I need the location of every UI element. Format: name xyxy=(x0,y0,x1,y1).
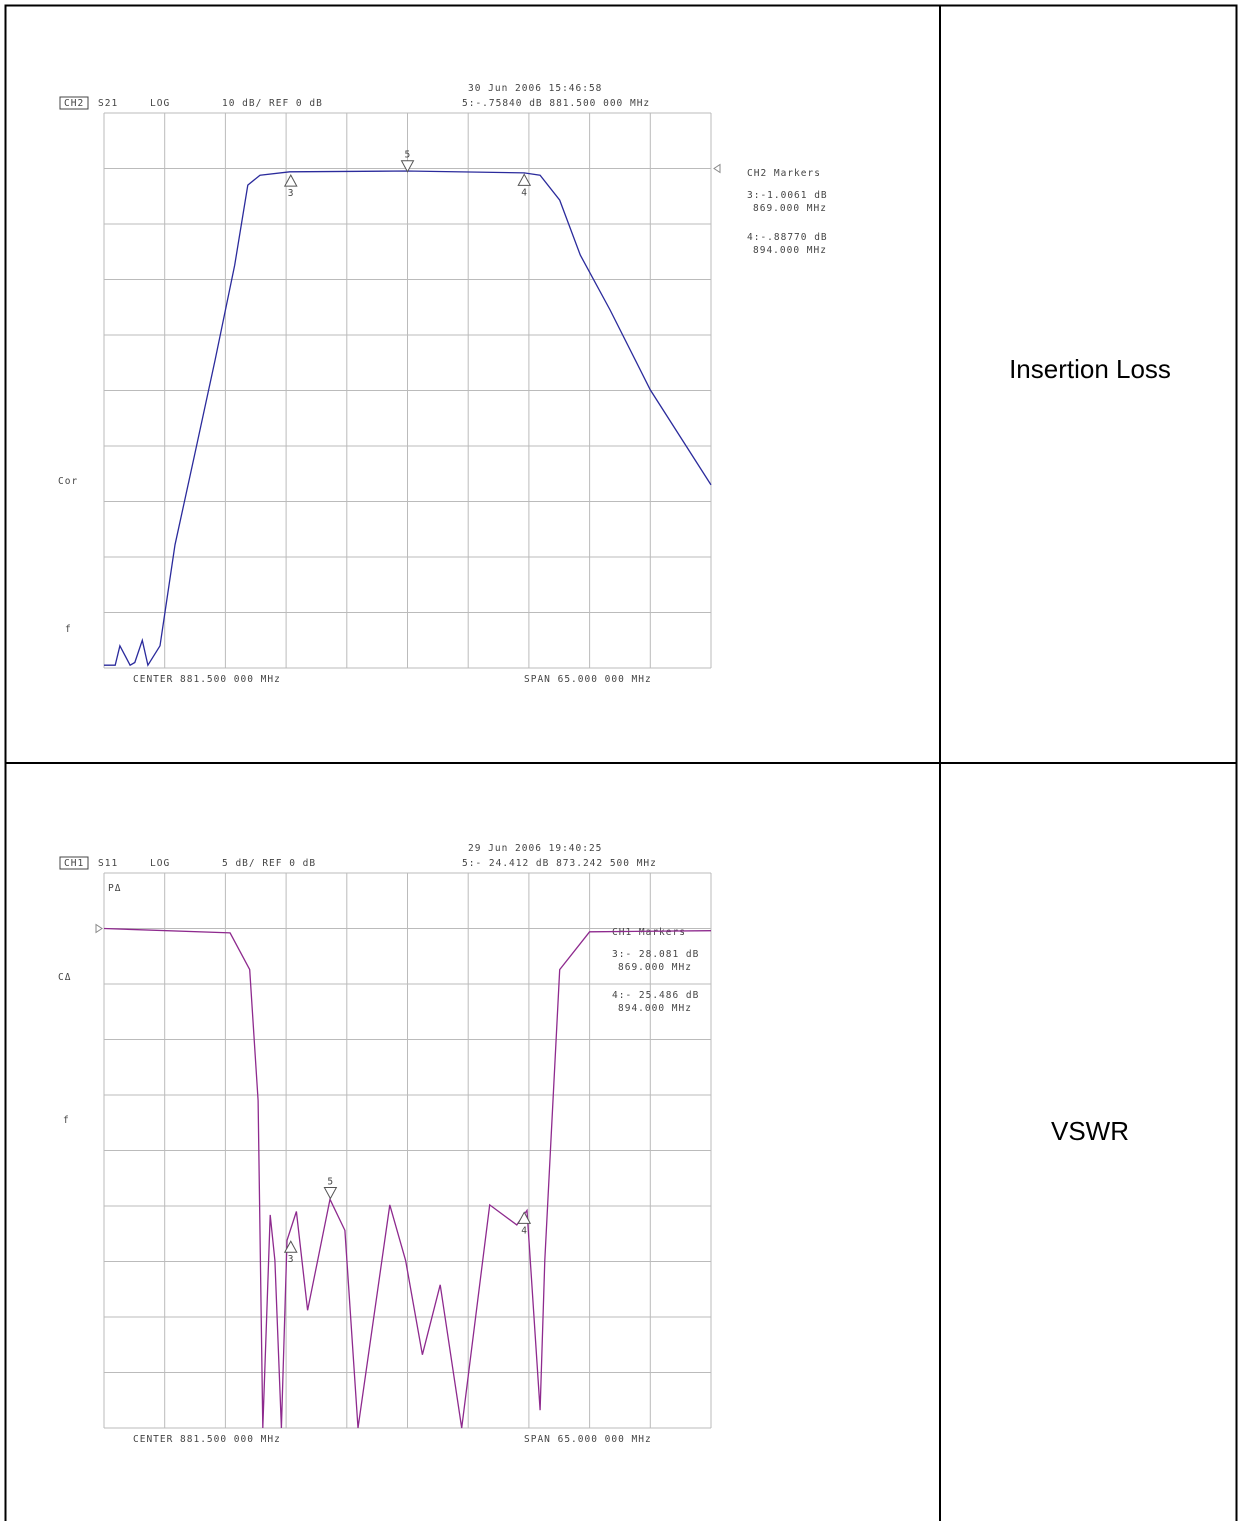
marker-number: 4 xyxy=(521,1225,528,1236)
markers-title: CH2 Markers xyxy=(747,168,821,179)
format: LOG xyxy=(150,858,170,869)
trace xyxy=(103,927,712,1429)
date: 29 Jun 2006 19:40:25 xyxy=(468,843,602,854)
marker-freq: 869.000 MHz xyxy=(753,203,827,214)
marker-number: 3 xyxy=(288,1254,295,1265)
trace xyxy=(104,170,712,667)
marker-number: 3 xyxy=(288,188,295,199)
markers-title: CH1 Markers xyxy=(612,927,686,938)
marker xyxy=(283,174,298,187)
center: CENTER 881.500 000 MHz xyxy=(133,674,281,685)
row-label: Insertion Loss xyxy=(1009,354,1171,384)
marker-readout: 4:-.88770 dB xyxy=(747,232,828,243)
side-label: PΔ xyxy=(108,883,121,894)
side-label: Cor xyxy=(58,476,78,487)
span: SPAN 65.000 000 MHz xyxy=(524,674,652,685)
marker xyxy=(400,160,415,173)
marker-freq: 894.000 MHz xyxy=(618,1003,692,1014)
table-border xyxy=(4,4,1238,1521)
marker-number: 5 xyxy=(405,150,412,161)
channel-box xyxy=(59,856,89,870)
channel: CH1 xyxy=(64,858,84,869)
marker xyxy=(283,1240,298,1253)
readout: 5:-.75840 dB 881.500 000 MHz xyxy=(462,98,650,109)
marker xyxy=(517,1211,532,1224)
format: LOG xyxy=(150,98,170,109)
marker xyxy=(517,173,532,186)
scale: 10 dB/ REF 0 dB xyxy=(222,98,323,109)
side-label: f xyxy=(65,624,72,635)
marker-freq: 894.000 MHz xyxy=(753,245,827,256)
date: 30 Jun 2006 15:46:58 xyxy=(468,83,602,94)
marker-freq: 869.000 MHz xyxy=(618,962,692,973)
ref-indicator xyxy=(95,923,103,934)
marker-number: 4 xyxy=(521,187,528,198)
marker-readout: 3:-1.0061 dB xyxy=(747,190,828,201)
marker-readout: 4:- 25.486 dB xyxy=(612,990,699,1001)
parameter: S21 xyxy=(98,98,118,109)
side-label: CΔ xyxy=(58,972,71,983)
marker-readout: 3:- 28.081 dB xyxy=(612,949,699,960)
center: CENTER 881.500 000 MHz xyxy=(133,1434,281,1445)
scale: 5 dB/ REF 0 dB xyxy=(222,858,316,869)
ref-indicator xyxy=(713,163,721,174)
row-label: VSWR xyxy=(1051,1116,1129,1146)
channel: CH2 xyxy=(64,98,84,109)
side-label: f xyxy=(63,1115,70,1126)
parameter: S11 xyxy=(98,858,118,869)
span: SPAN 65.000 000 MHz xyxy=(524,1434,652,1445)
marker-number: 5 xyxy=(327,1176,334,1187)
channel-box xyxy=(59,96,89,110)
readout: 5:- 24.412 dB 873.242 500 MHz xyxy=(462,858,657,869)
marker xyxy=(323,1186,338,1200)
